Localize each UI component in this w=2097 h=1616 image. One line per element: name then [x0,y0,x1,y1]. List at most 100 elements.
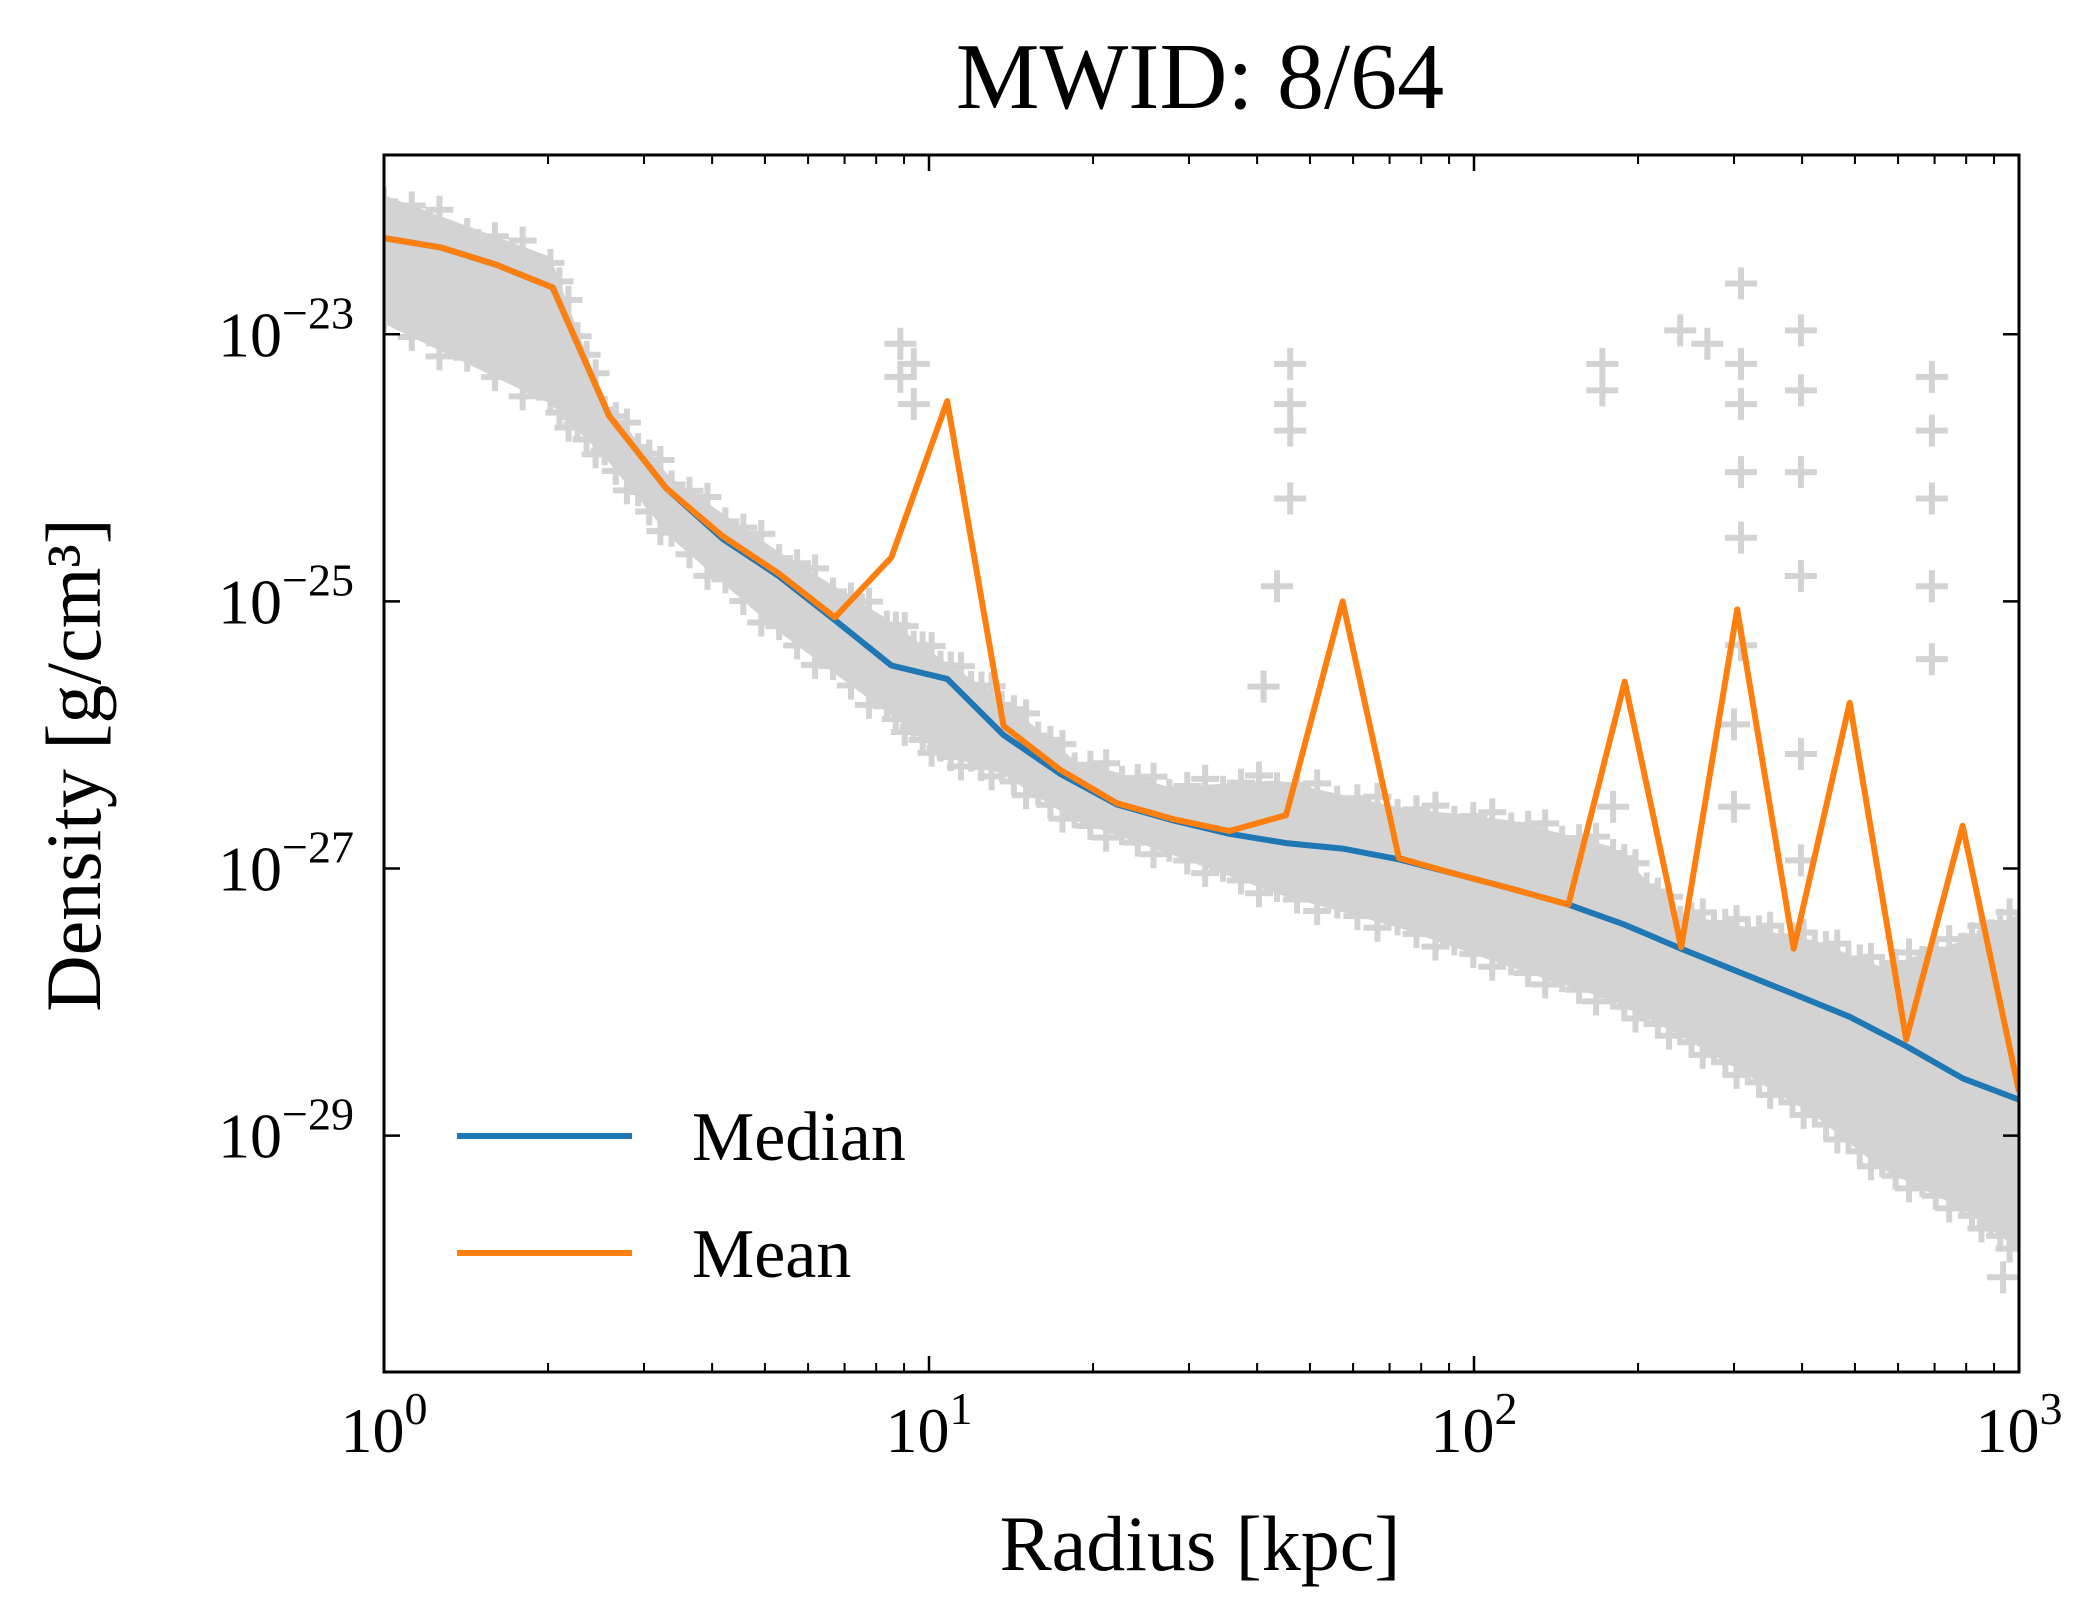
scatter-point [1139,762,1168,791]
scatter-outlier [1247,670,1280,703]
scatter-point [890,612,919,641]
scatter-point [453,218,482,247]
scatter-outlier [1987,1261,2019,1294]
scatter-point [536,383,565,412]
scatter-point [1800,1095,1829,1124]
y-tick-label: 10−27 [218,822,354,905]
scatter-point [1060,800,1089,829]
scatter-point [1191,764,1220,793]
scatter-point [425,195,454,224]
scatter-outlier [1597,790,1630,823]
scatter-point [1823,929,1852,958]
scatter-point [1262,873,1291,902]
scatter-point [946,652,975,681]
scatter-outlier [884,360,917,393]
series-line-mean [384,235,2019,1093]
scatter-outlier [1915,570,1948,603]
scatter-point [711,565,740,594]
scatter-point [1459,802,1488,831]
plot-content [384,187,2019,1294]
scatter-point [1497,947,1526,976]
scatter-point [572,425,601,454]
scatter-point [545,398,574,427]
y-tick-label: 10−23 [218,287,354,370]
scatter-point [1459,940,1488,969]
scatter-point [1531,809,1560,838]
scatter-point [657,518,686,547]
x-tick-label: 100 [341,1383,428,1466]
scatter-outlier [897,388,930,421]
scatter-point [1935,1194,1964,1223]
plot-frame [382,153,2021,1374]
scatter-point [836,671,865,700]
scatter-point [1440,927,1469,956]
scatter-outlier [1915,643,1948,676]
y-tick-label: 10−29 [218,1089,354,1172]
plot-area: 100 101 102 103 10−23 10−25 10−27 10−29 [218,153,2063,1466]
x-axis-label: Radius [kpc] [1000,1500,1401,1587]
scatter-point [1548,964,1577,993]
scatter-point [1123,828,1152,857]
scatter-point [1894,1174,1923,1203]
scatter-outlier [1691,327,1724,360]
scatter-point [397,323,426,352]
scatter-point [747,519,776,548]
scatter-point [1155,779,1184,808]
scatter-outlier [562,401,595,434]
legend-label-mean: Mean [692,1216,851,1293]
scatter-point [1303,897,1332,926]
scatter-outlier [1784,314,1817,347]
scatter-point [1421,791,1450,820]
scatter-outlier [1260,570,1293,603]
scatter-point [819,577,848,606]
scatter-outlier [1915,360,1948,393]
x-tick-label: 102 [1431,1383,1518,1466]
x-tick-label: 103 [1976,1383,2063,1466]
scatter-point [1478,798,1507,827]
scatter-point [1531,970,1560,999]
scatter-outlier [1725,388,1758,421]
scatter-point [1107,817,1136,846]
y-tick-label: 10−25 [218,554,354,637]
scatter-point [917,632,946,661]
scatter-outlier [1586,374,1619,407]
scatter-outlier [1784,374,1817,407]
scatter-point [1881,1161,1910,1190]
scatter-outlier [1915,482,1948,515]
scatter-point [1621,849,1650,878]
scatter-outlier [1718,708,1751,741]
scatter-point [1812,1110,1841,1139]
scatter-outlier [1784,559,1817,592]
scatter-point [508,226,537,255]
scatter-point [646,446,675,475]
scatter-point [693,483,722,512]
scatter-point [1402,795,1431,824]
scatter-point [1440,805,1469,834]
scatter-point [729,586,758,615]
scatter-point [819,652,848,681]
scatter-point [480,222,509,251]
scatter-point [1173,846,1202,875]
scatter-point [624,477,653,506]
scatter-point [1227,768,1256,797]
scatter-point [1343,902,1372,931]
scatter-point [1363,913,1392,942]
scatter-point [693,561,722,590]
scatter-point [425,342,454,371]
scatter-point [747,608,776,637]
scatter-outlier [1274,482,1307,515]
scatter-outlier [1725,456,1758,489]
scatter-point [1582,987,1611,1016]
legend: Median Mean [457,1099,906,1293]
scatter-point [1402,919,1431,948]
scatter-outlier [1725,267,1758,300]
scatter-point [536,248,565,277]
scatter-point [1789,918,1818,947]
scatter-point [1921,1181,1950,1210]
scatter-outlier [1718,790,1751,823]
scatter-point [1245,761,1274,790]
scatter-point [675,476,704,505]
scatter-point [1856,942,1885,971]
scatter-point [783,549,812,578]
scatter-outlier [1274,347,1307,380]
